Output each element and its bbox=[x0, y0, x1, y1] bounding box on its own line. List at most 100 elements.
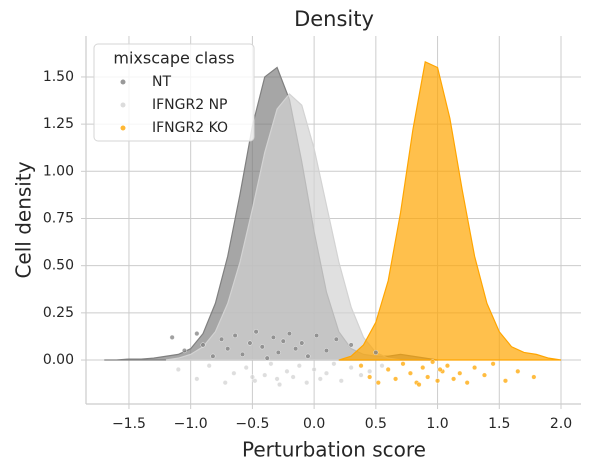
cell-point bbox=[275, 349, 281, 355]
x-tick-label: 0.5 bbox=[365, 416, 387, 432]
cell-point bbox=[416, 382, 422, 388]
cell-point bbox=[210, 353, 216, 359]
cell-point bbox=[323, 348, 329, 354]
cell-point bbox=[274, 376, 280, 382]
cell-point bbox=[435, 378, 441, 384]
y-tick-label: 0.00 bbox=[43, 352, 74, 368]
legend-marker bbox=[120, 125, 126, 131]
x-tick-label: −0.5 bbox=[235, 416, 269, 432]
cell-point bbox=[175, 366, 181, 372]
cell-point bbox=[457, 370, 463, 376]
y-tick-label: 0.25 bbox=[43, 305, 74, 321]
cell-point bbox=[323, 370, 329, 376]
cell-point bbox=[375, 380, 381, 386]
cell-point bbox=[333, 336, 339, 342]
cell-point bbox=[247, 340, 253, 346]
legend-label: NT bbox=[152, 74, 171, 90]
cell-point bbox=[305, 353, 311, 359]
cell-point bbox=[206, 363, 212, 369]
legend-marker bbox=[120, 79, 126, 85]
cell-point bbox=[222, 380, 228, 386]
cell-point bbox=[243, 365, 249, 371]
cell-point bbox=[317, 376, 323, 382]
cell-point bbox=[252, 378, 258, 384]
cell-point bbox=[464, 380, 470, 386]
cell-point bbox=[253, 329, 259, 335]
cell-point bbox=[358, 363, 364, 369]
cell-point bbox=[367, 368, 373, 374]
cell-point bbox=[444, 363, 450, 369]
x-tick-label: 0.0 bbox=[303, 416, 325, 432]
cell-point bbox=[490, 361, 496, 367]
cell-point bbox=[296, 363, 302, 369]
cell-point bbox=[225, 346, 231, 352]
x-tick-label: −1.0 bbox=[174, 416, 208, 432]
cell-point bbox=[481, 372, 487, 378]
legend-marker bbox=[120, 102, 126, 108]
cell-point bbox=[367, 374, 373, 380]
y-tick-label: 0.50 bbox=[43, 258, 74, 274]
cell-point bbox=[531, 374, 537, 380]
cell-point bbox=[393, 376, 399, 382]
y-tick-label: 1.50 bbox=[43, 69, 74, 85]
cell-point bbox=[373, 349, 379, 355]
y-tick-label: 0.75 bbox=[43, 210, 74, 226]
cell-point bbox=[385, 366, 391, 372]
cell-point bbox=[407, 370, 413, 376]
legend-label: IFNGR2 KO bbox=[152, 120, 228, 136]
y-axis-label: Cell density bbox=[12, 161, 36, 278]
cell-point bbox=[515, 368, 521, 374]
cell-point bbox=[502, 378, 508, 384]
cell-point bbox=[259, 344, 265, 350]
legend-label: IFNGR2 NP bbox=[152, 97, 228, 113]
cell-point bbox=[169, 334, 175, 340]
cell-point bbox=[286, 331, 292, 337]
density-area bbox=[338, 60, 562, 361]
x-axis-label: Perturbation score bbox=[242, 438, 426, 462]
cell-point bbox=[284, 368, 290, 374]
cell-point bbox=[451, 376, 457, 382]
cell-point bbox=[290, 374, 296, 380]
cell-point bbox=[293, 346, 299, 352]
cell-point bbox=[182, 348, 188, 354]
cell-point bbox=[262, 372, 268, 378]
cell-point bbox=[277, 382, 283, 388]
cell-point bbox=[304, 380, 310, 386]
cell-point bbox=[249, 374, 255, 380]
cell-point bbox=[437, 366, 443, 372]
cell-point bbox=[430, 359, 436, 365]
cell-point bbox=[219, 336, 225, 342]
y-tick-label: 1.25 bbox=[43, 116, 74, 132]
cell-point bbox=[311, 366, 317, 372]
cell-point bbox=[420, 365, 426, 371]
cell-point bbox=[348, 365, 354, 371]
x-tick-label: −1.5 bbox=[112, 416, 146, 432]
cell-point bbox=[348, 342, 354, 348]
cell-point bbox=[240, 351, 246, 357]
cell-point bbox=[280, 338, 286, 344]
cell-point bbox=[194, 376, 200, 382]
cell-point bbox=[270, 334, 276, 340]
x-tick-label: 2.0 bbox=[550, 416, 572, 432]
cell-point bbox=[264, 355, 270, 361]
cell-point bbox=[338, 378, 344, 384]
cell-point bbox=[299, 340, 305, 346]
cell-point bbox=[268, 361, 274, 367]
cell-point bbox=[200, 342, 206, 348]
cell-point bbox=[331, 361, 337, 367]
legend: mixscape class NT IFNGR2 NP IFNGR2 KO bbox=[93, 43, 255, 142]
cell-point bbox=[400, 361, 406, 367]
cell-point bbox=[231, 370, 237, 376]
x-tick-label: 1.0 bbox=[426, 416, 448, 432]
x-tick-label: 1.5 bbox=[488, 416, 510, 432]
cell-point bbox=[472, 365, 478, 371]
y-tick-label: 1.00 bbox=[43, 163, 74, 179]
cell-point bbox=[232, 332, 238, 338]
cell-point bbox=[194, 331, 200, 337]
chart-title: Density bbox=[294, 7, 374, 31]
legend-title: mixscape class bbox=[113, 49, 234, 68]
legend-box bbox=[93, 43, 255, 142]
cell-point bbox=[425, 374, 431, 380]
